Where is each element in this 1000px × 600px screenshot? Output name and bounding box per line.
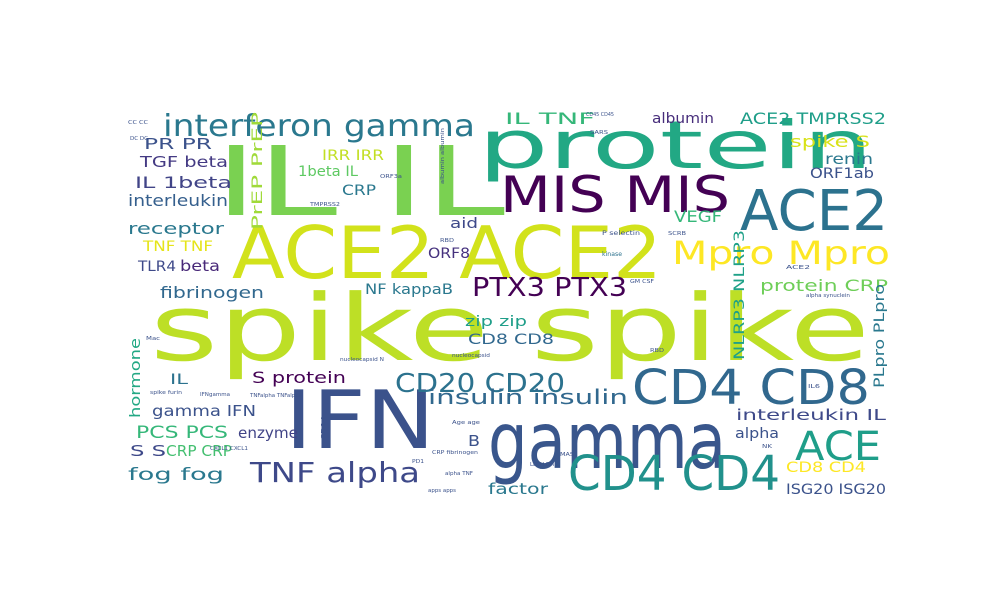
word-76: CXCL1 CXCL1 bbox=[210, 446, 248, 452]
word-25: IL 1beta bbox=[135, 173, 232, 192]
word-36: beta bbox=[180, 257, 220, 275]
word-38: ORF8 bbox=[428, 246, 470, 262]
word-11: ACE bbox=[795, 424, 881, 470]
word-24: TGF beta bbox=[139, 153, 228, 171]
word-40: NLRP3 NLRP3 bbox=[732, 230, 748, 360]
word-57: factor bbox=[488, 480, 549, 498]
word-75: alpha synuclein bbox=[806, 293, 850, 299]
word-49: interleukin IL bbox=[736, 406, 887, 424]
word-37: fibrinogen bbox=[160, 283, 264, 302]
word-65: alpha TNF bbox=[445, 471, 473, 477]
word-34: TNF TNF bbox=[142, 239, 213, 255]
word-43: CD8 CD8 bbox=[468, 332, 554, 348]
word-7: ACE2 bbox=[740, 179, 888, 244]
word-42: zip zip bbox=[465, 314, 527, 330]
word-50: PCS PCS bbox=[136, 423, 228, 443]
word-31: aid bbox=[450, 216, 478, 232]
word-16: insulin insulin bbox=[428, 385, 628, 409]
word-61: kinase bbox=[602, 251, 622, 258]
word-79: NK bbox=[762, 444, 773, 450]
word-62: nucleocapsid bbox=[452, 353, 490, 359]
word-10: Mpro Mpro bbox=[672, 234, 890, 272]
word-27: PrEP PrEP bbox=[250, 112, 266, 230]
word-87: DC DC bbox=[130, 136, 149, 142]
word-0: spike spike bbox=[150, 275, 870, 382]
word-90: Mac bbox=[146, 336, 160, 342]
word-64: CRP fibrinogen bbox=[432, 450, 478, 456]
word-72: CD45 CD45 bbox=[586, 112, 614, 118]
word-23: PR PR bbox=[144, 135, 212, 153]
word-17: albumin bbox=[652, 111, 714, 127]
word-56: fog fog bbox=[128, 465, 224, 485]
word-15: TNF alpha bbox=[249, 456, 420, 489]
word-54: CRP CRP bbox=[166, 442, 232, 460]
word-73: GM CSF bbox=[630, 279, 654, 285]
word-89: TMPRSS2 bbox=[309, 202, 340, 208]
word-9: CD4 CD4 bbox=[568, 446, 780, 502]
word-13: PTX3 PTX3 bbox=[472, 273, 627, 303]
word-22: ORF1ab bbox=[810, 166, 874, 182]
word-45: hormone bbox=[128, 338, 144, 418]
word-47: S protein bbox=[252, 368, 346, 387]
word-86: CC CC bbox=[128, 120, 149, 126]
word-68: nucleocapsid N bbox=[340, 357, 384, 363]
word-60: P selectin bbox=[602, 230, 640, 237]
word-3: protein bbox=[478, 107, 873, 184]
word-52: alpha bbox=[735, 426, 779, 442]
word-14: CD20 CD20 bbox=[395, 369, 565, 399]
word-30: CRP bbox=[342, 183, 376, 199]
word-82: CD14 bbox=[321, 416, 327, 440]
word-51: enzyme bbox=[238, 424, 298, 442]
word-35: TLR4 bbox=[137, 259, 176, 275]
word-53: S S bbox=[130, 442, 166, 460]
word-70: SCRB bbox=[668, 231, 687, 237]
word-88: ORF3a bbox=[380, 174, 402, 180]
word-19: IL TNF bbox=[505, 109, 595, 128]
word-5: IFN bbox=[285, 374, 435, 467]
word-18: ACE2 TMPRSS2 bbox=[740, 109, 886, 128]
word-32: VEGF bbox=[674, 207, 722, 226]
word-12: interferon gamma bbox=[163, 109, 475, 144]
word-28: 1beta IL bbox=[298, 164, 358, 180]
word-77: MAS bbox=[560, 452, 574, 458]
word-39: NF kappaB bbox=[365, 282, 453, 298]
word-33: receptor bbox=[128, 219, 225, 238]
word-8: CD4 CD8 bbox=[632, 360, 870, 416]
word-80: PD1 bbox=[412, 459, 424, 465]
word-46: IL bbox=[170, 372, 188, 388]
word-41: protein CRP bbox=[760, 276, 888, 295]
word-81: spike furin bbox=[150, 390, 182, 396]
word-84: IL6 bbox=[808, 384, 820, 390]
word-29: IRR IRR bbox=[322, 148, 384, 164]
word-26: interleukin bbox=[128, 191, 228, 210]
word-66: apps apps bbox=[428, 488, 456, 494]
word-69: SARS bbox=[590, 130, 608, 136]
word-6: MIS MIS bbox=[500, 166, 730, 224]
word-4: gamma bbox=[488, 397, 726, 487]
word-67: LDH LDH bbox=[530, 462, 554, 468]
word-78: IFNgamma bbox=[200, 392, 230, 398]
word-63: Age age bbox=[452, 420, 480, 426]
word-71: RBD bbox=[440, 238, 454, 244]
word-48: gamma IFN bbox=[152, 402, 256, 420]
word-59: ISG20 ISG20 bbox=[786, 482, 886, 498]
word-91: RBD bbox=[650, 348, 664, 354]
word-85: ACE2 bbox=[786, 265, 810, 271]
word-83: albumin albumin bbox=[440, 128, 446, 184]
word-55: B bbox=[468, 432, 480, 450]
word-21: renin bbox=[825, 150, 873, 168]
word-2: ACE2 ACE2 bbox=[232, 211, 662, 295]
word-20: spike S bbox=[790, 132, 870, 151]
word-1: IL IL bbox=[215, 126, 505, 238]
word-74: TNFalpha TNFalpha bbox=[249, 393, 302, 399]
word-58: CD8 CD4 bbox=[786, 460, 866, 476]
word-44: PLpro PLpro bbox=[872, 284, 888, 388]
